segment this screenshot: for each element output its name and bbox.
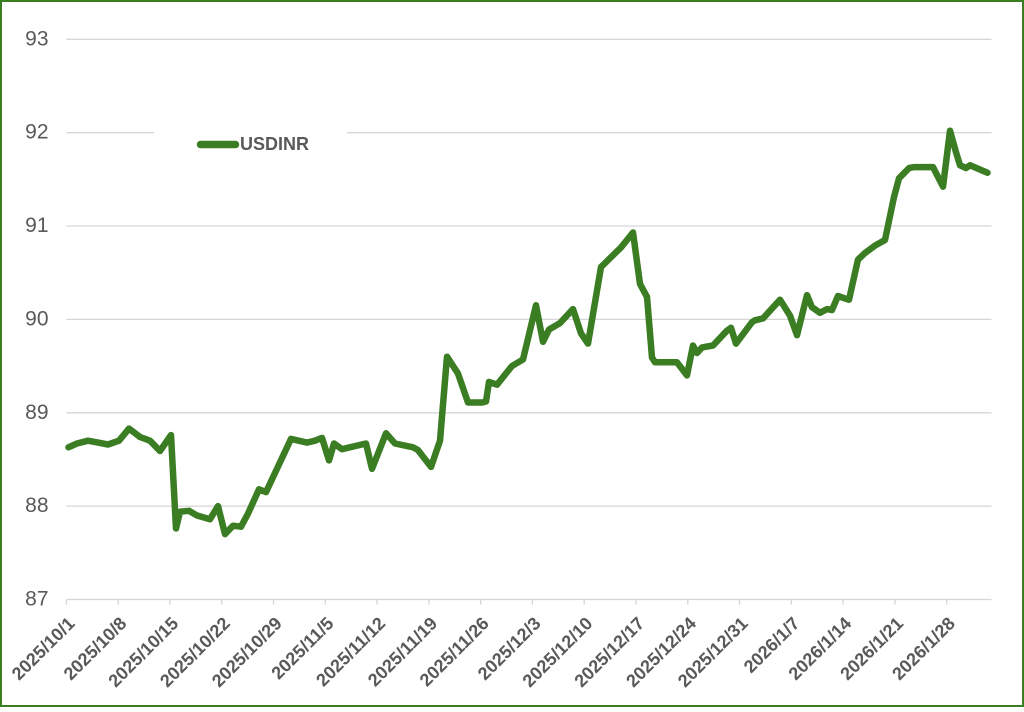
svg-text:87: 87 <box>25 588 48 611</box>
svg-text:88: 88 <box>25 494 48 517</box>
svg-text:USDINR: USDINR <box>240 134 309 154</box>
svg-text:91: 91 <box>25 214 48 237</box>
svg-text:89: 89 <box>25 401 48 424</box>
svg-text:92: 92 <box>25 121 48 144</box>
svg-text:90: 90 <box>25 307 48 330</box>
svg-text:93: 93 <box>25 27 48 50</box>
